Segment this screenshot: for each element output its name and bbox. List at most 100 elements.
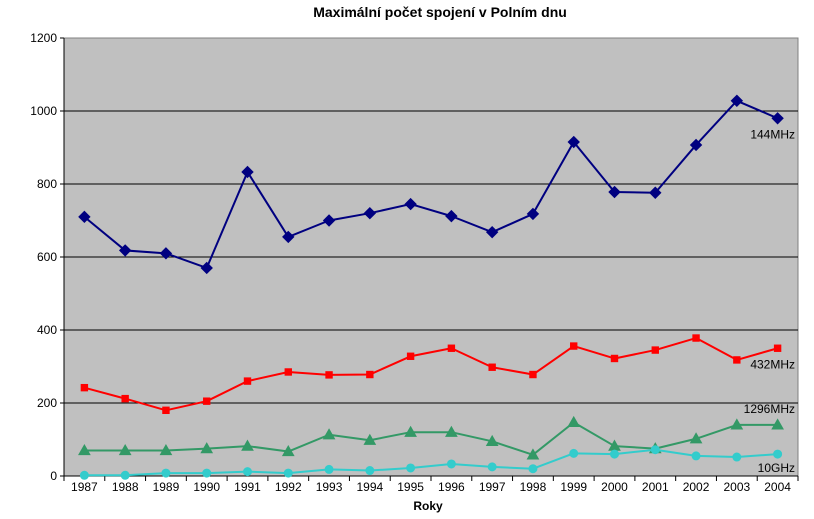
y-tick-label: 800 xyxy=(37,177,57,191)
series-10ghz-point xyxy=(406,463,416,473)
series-10ghz-point xyxy=(691,451,701,461)
x-tick-label: 1995 xyxy=(397,480,424,494)
series-432mhz-point xyxy=(366,370,374,379)
x-tick-label: 1990 xyxy=(193,480,220,494)
series-432mhz-point xyxy=(447,344,456,352)
series-1296mhz-point xyxy=(281,445,295,457)
series-1296mhz-point xyxy=(771,418,784,430)
series-144mhz-point xyxy=(649,186,662,199)
x-tick-label: 1998 xyxy=(520,480,547,494)
series-144mhz-point xyxy=(322,214,336,227)
series-labels: 144MHz 432MHz 1296MHz 10GHz xyxy=(744,127,795,475)
series-1296mhz-point xyxy=(241,439,254,451)
x-tick-label: 1988 xyxy=(112,480,139,494)
series-10ghz-point xyxy=(243,467,252,477)
series-1296mhz-point xyxy=(689,432,703,444)
series-10ghz xyxy=(79,445,783,480)
series-10ghz-line xyxy=(84,448,778,477)
gridlines xyxy=(64,110,798,404)
series-1296mhz-point xyxy=(363,433,377,445)
y-tick-label: 0 xyxy=(50,469,57,483)
x-tick-label: 2003 xyxy=(723,480,750,494)
series-432mhz-point xyxy=(488,363,496,371)
series-432mhz-point xyxy=(692,334,700,342)
series-1296mhz-line xyxy=(84,421,778,456)
series-1296mhz-point xyxy=(322,428,336,440)
series-1296mhz-point xyxy=(200,442,214,454)
y-tick-label: 600 xyxy=(37,250,57,264)
series-10ghz-point xyxy=(79,470,89,480)
series-432mhz-point xyxy=(284,368,292,376)
x-axis: 1987 1988 1989 1990 1991 1992 1993 1994 1995 1996… xyxy=(63,475,799,494)
series-10ghz-point xyxy=(569,448,579,458)
y-tick-label: 1000 xyxy=(30,104,57,118)
series-432mhz-point xyxy=(203,397,211,405)
x-tick-label: 1991 xyxy=(234,480,261,494)
chart-title: Maximální počet spojení v Polním dnu xyxy=(313,4,567,20)
series-144mhz-point xyxy=(485,225,499,239)
series-10ghz-point xyxy=(365,466,375,476)
series-432mhz-point xyxy=(651,346,659,354)
series-432mhz-point xyxy=(529,370,537,379)
x-tick-label: 1993 xyxy=(316,480,343,494)
x-tick-label: 2000 xyxy=(601,480,628,494)
series-10ghz-point xyxy=(446,459,456,469)
series-label-432mhz: 432MHz xyxy=(750,357,795,371)
series-432mhz xyxy=(80,334,782,415)
series-432mhz-point xyxy=(80,383,89,392)
series-432mhz-point xyxy=(733,356,741,364)
series-144mhz-point xyxy=(526,207,540,221)
series-432mhz-point xyxy=(773,344,782,352)
x-tick-label: 1987 xyxy=(71,480,98,494)
x-tick-label: 2004 xyxy=(764,480,791,494)
series-10ghz-point xyxy=(120,470,130,480)
x-tick-label: 1997 xyxy=(479,480,506,494)
series-144mhz-point xyxy=(159,247,173,260)
series-label-10ghz: 10GHz xyxy=(758,461,795,475)
series-432mhz-point xyxy=(610,354,619,363)
series-144mhz-point xyxy=(567,135,580,149)
series-10ghz-point xyxy=(773,449,783,459)
series-10ghz-point xyxy=(324,464,334,474)
series-label-1296mhz: 1296MHz xyxy=(744,402,795,416)
series-432mhz-point xyxy=(121,394,129,403)
series-10ghz-point xyxy=(487,462,497,472)
x-tick-label: 1999 xyxy=(560,480,587,494)
x-tick-label: 2001 xyxy=(642,480,669,494)
series-1296mhz-point xyxy=(445,425,458,437)
series-layer xyxy=(78,94,784,480)
series-10ghz-point xyxy=(283,468,293,478)
series-144mhz-point xyxy=(118,244,132,257)
series-144mhz-point xyxy=(771,112,784,125)
series-label-144mhz: 144MHz xyxy=(750,127,795,141)
series-144mhz-point xyxy=(282,230,295,244)
series-1296mhz-point xyxy=(78,443,91,456)
series-144mhz-point xyxy=(689,138,703,152)
x-tick-label: 1989 xyxy=(153,480,180,494)
series-1296mhz-point xyxy=(485,434,499,446)
series-432mhz-point xyxy=(162,406,170,415)
series-144mhz-point xyxy=(730,94,744,107)
x-tick-label: 1992 xyxy=(275,480,302,494)
y-tick-label: 400 xyxy=(37,323,57,337)
series-1296mhz-point xyxy=(526,448,540,460)
y-tick-label: 200 xyxy=(37,396,57,410)
series-144mhz-point xyxy=(404,197,417,211)
series-432mhz-point xyxy=(325,371,333,379)
y-axis: 0 200 400 600 800 1000 1200 xyxy=(30,31,65,483)
series-144mhz-point xyxy=(363,206,377,220)
series-10ghz-point xyxy=(732,452,742,462)
x-axis-label: Roky xyxy=(413,499,443,513)
series-432mhz-point xyxy=(570,342,578,350)
x-tick-label: 2002 xyxy=(683,480,710,494)
series-10ghz-point xyxy=(202,468,212,478)
series-144mhz-point xyxy=(200,261,213,275)
series-1296mhz-point xyxy=(159,443,173,456)
series-10ghz-point xyxy=(161,468,171,478)
series-1296mhz-point xyxy=(730,418,744,430)
series-10ghz-point xyxy=(528,464,538,474)
series-144mhz-line xyxy=(83,99,779,269)
series-432mhz-line xyxy=(84,337,778,412)
